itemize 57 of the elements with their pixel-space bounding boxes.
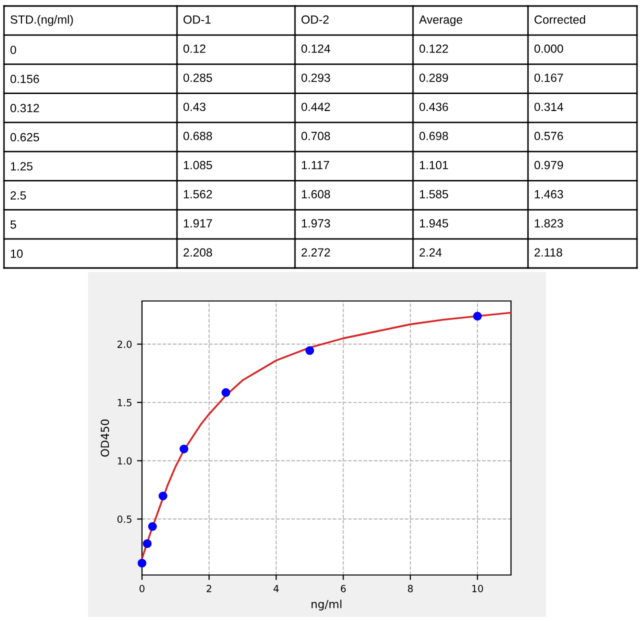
data-label: 0.289: [419, 74, 448, 82]
data-label: 2.24: [420, 248, 442, 256]
y-tick-label: 2.5: [10, 191, 26, 200]
data-label: 0.698: [419, 132, 448, 140]
data-label: 1.945: [420, 219, 448, 228]
data-label: 0.576: [534, 132, 564, 140]
y-axis-title: STD.(ng/ml): [10, 15, 73, 26]
y-tick-label: 10: [10, 249, 23, 258]
data-label: 1.823: [534, 219, 564, 228]
y-tick-label: 1.25: [10, 162, 32, 171]
y-tick-label: 0.156: [10, 74, 40, 84]
data-label: 1.562: [184, 190, 212, 198]
data-label: 0.442: [301, 102, 330, 112]
x-tick-label: OD-1: [184, 15, 211, 24]
data-label: 0.124: [301, 44, 330, 53]
data-label: 1.608: [302, 190, 330, 198]
data-label: 1.973: [302, 219, 330, 228]
y-tick-label: 2.0: [118, 340, 132, 348]
x-tick-label: 2: [206, 584, 212, 592]
x-tick-label: 0: [140, 584, 144, 592]
data-label: 1.585: [420, 190, 448, 198]
y-tick-label: 0.625: [10, 133, 40, 142]
x-axis-title: ng/ml: [312, 600, 342, 610]
data-label: 0.43: [183, 102, 206, 112]
y-axis-title: OD450: [100, 419, 110, 457]
data-label: 2.208: [184, 248, 212, 257]
data-label: 0.314: [534, 102, 564, 112]
data-label: 1.117: [302, 161, 330, 170]
x-tick-label: OD-2: [302, 15, 329, 24]
y-tick-label: 0.5: [117, 516, 132, 523]
data-label: 0.285: [183, 74, 212, 82]
data-label: 0.122: [419, 44, 448, 53]
x-tick-label: 4: [274, 585, 279, 592]
data-label: 0.436: [419, 102, 448, 112]
y-tick-label: 5: [10, 220, 16, 229]
data-label: 0.167: [534, 74, 563, 82]
data-label: 1.917: [184, 219, 212, 228]
x-tick-label: Corrected: [534, 15, 586, 24]
data-label: 1.463: [534, 190, 564, 198]
y-tick-label: 1.5: [118, 399, 132, 406]
data-label: 0.293: [301, 74, 330, 82]
x-tick-label: 10: [472, 584, 483, 592]
data-label: 0.688: [183, 132, 212, 140]
data-label: 1.085: [184, 160, 212, 170]
data-label: 1.101: [420, 160, 448, 170]
data-label: 0.708: [301, 132, 330, 140]
data-label: 0.12: [183, 44, 206, 53]
x-tick-label: 6: [340, 584, 346, 592]
y-tick-label: 0.312: [10, 104, 39, 112]
y-tick-label: 0: [10, 46, 16, 54]
x-tick-label: Average: [419, 16, 462, 26]
data-label: 2.118: [534, 248, 562, 257]
data-label: 0.000: [534, 44, 564, 53]
y-tick-label: 1.0: [118, 457, 132, 465]
data-label: 2.272: [302, 248, 330, 256]
x-tick-label: 8: [408, 584, 413, 592]
data-label: 0.979: [534, 160, 563, 170]
